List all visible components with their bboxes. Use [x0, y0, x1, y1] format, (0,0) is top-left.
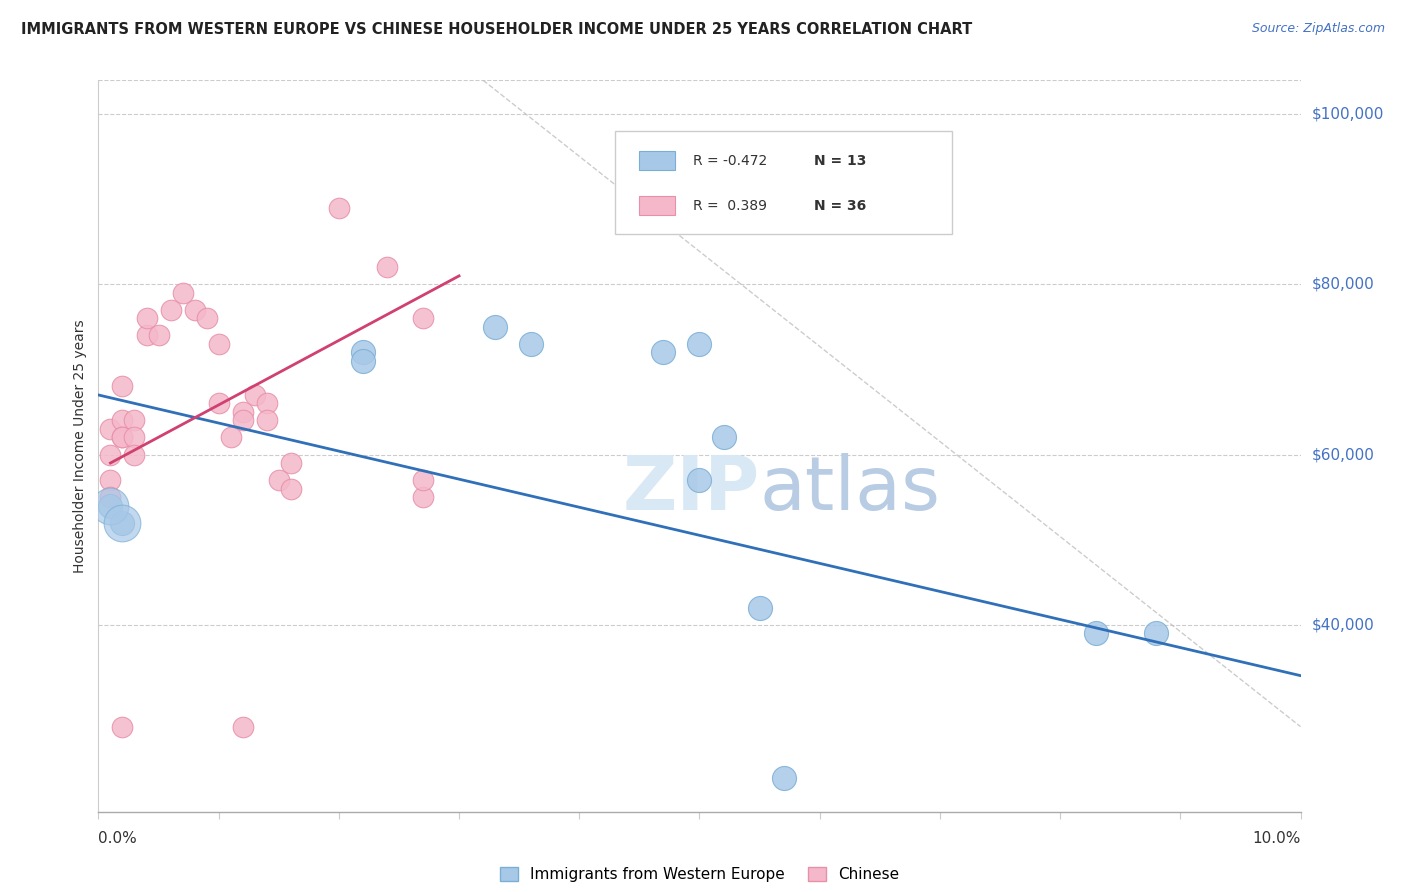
- Point: [135, 311, 157, 326]
- Text: $100,000: $100,000: [1312, 107, 1384, 122]
- Point: [352, 345, 374, 359]
- Point: [159, 302, 181, 317]
- Point: [208, 337, 231, 351]
- Point: [267, 473, 290, 487]
- Point: [520, 337, 543, 351]
- Text: $80,000: $80,000: [1312, 277, 1375, 292]
- Text: $60,000: $60,000: [1312, 447, 1375, 462]
- Point: [111, 516, 134, 530]
- Text: N = 13: N = 13: [814, 153, 866, 168]
- Point: [280, 456, 302, 470]
- Text: R =  0.389: R = 0.389: [693, 199, 768, 212]
- Text: 10.0%: 10.0%: [1253, 831, 1301, 846]
- Text: Source: ZipAtlas.com: Source: ZipAtlas.com: [1251, 22, 1385, 36]
- Point: [232, 405, 254, 419]
- Point: [375, 260, 398, 275]
- Text: N = 36: N = 36: [814, 199, 866, 212]
- Point: [412, 490, 434, 504]
- Point: [280, 482, 302, 496]
- Point: [124, 430, 146, 444]
- Point: [183, 302, 205, 317]
- Text: 0.0%: 0.0%: [98, 831, 138, 846]
- Point: [328, 201, 350, 215]
- Text: R = -0.472: R = -0.472: [693, 153, 768, 168]
- Point: [111, 379, 134, 393]
- Point: [688, 473, 710, 487]
- FancyBboxPatch shape: [640, 195, 675, 216]
- Point: [135, 328, 157, 343]
- Point: [195, 311, 218, 326]
- Legend: Immigrants from Western Europe, Chinese: Immigrants from Western Europe, Chinese: [494, 861, 905, 888]
- Point: [100, 499, 122, 513]
- Point: [111, 720, 134, 734]
- Point: [748, 600, 770, 615]
- Text: IMMIGRANTS FROM WESTERN EUROPE VS CHINESE HOUSEHOLDER INCOME UNDER 25 YEARS CORR: IMMIGRANTS FROM WESTERN EUROPE VS CHINES…: [21, 22, 973, 37]
- Point: [124, 448, 146, 462]
- Point: [412, 311, 434, 326]
- Point: [256, 396, 278, 410]
- Point: [111, 413, 134, 427]
- Point: [100, 473, 122, 487]
- Point: [111, 430, 134, 444]
- Point: [148, 328, 170, 343]
- Point: [124, 413, 146, 427]
- Point: [172, 285, 194, 300]
- Point: [1144, 626, 1167, 640]
- Point: [640, 210, 662, 224]
- Point: [713, 430, 735, 444]
- Text: ZIP: ZIP: [623, 453, 759, 526]
- Point: [111, 516, 134, 530]
- Point: [1085, 626, 1108, 640]
- Point: [232, 720, 254, 734]
- Point: [100, 448, 122, 462]
- Point: [243, 388, 266, 402]
- Point: [100, 422, 122, 436]
- Point: [484, 320, 506, 334]
- FancyBboxPatch shape: [640, 151, 675, 170]
- Point: [232, 413, 254, 427]
- Text: $40,000: $40,000: [1312, 617, 1375, 632]
- Point: [352, 354, 374, 368]
- Point: [256, 413, 278, 427]
- Text: atlas: atlas: [759, 453, 941, 526]
- Point: [412, 473, 434, 487]
- Point: [219, 430, 242, 444]
- Y-axis label: Householder Income Under 25 years: Householder Income Under 25 years: [73, 319, 87, 573]
- Point: [100, 490, 122, 504]
- FancyBboxPatch shape: [616, 131, 952, 234]
- Point: [100, 499, 122, 513]
- Point: [208, 396, 231, 410]
- Point: [111, 430, 134, 444]
- Point: [688, 337, 710, 351]
- Point: [772, 771, 794, 785]
- Point: [652, 345, 675, 359]
